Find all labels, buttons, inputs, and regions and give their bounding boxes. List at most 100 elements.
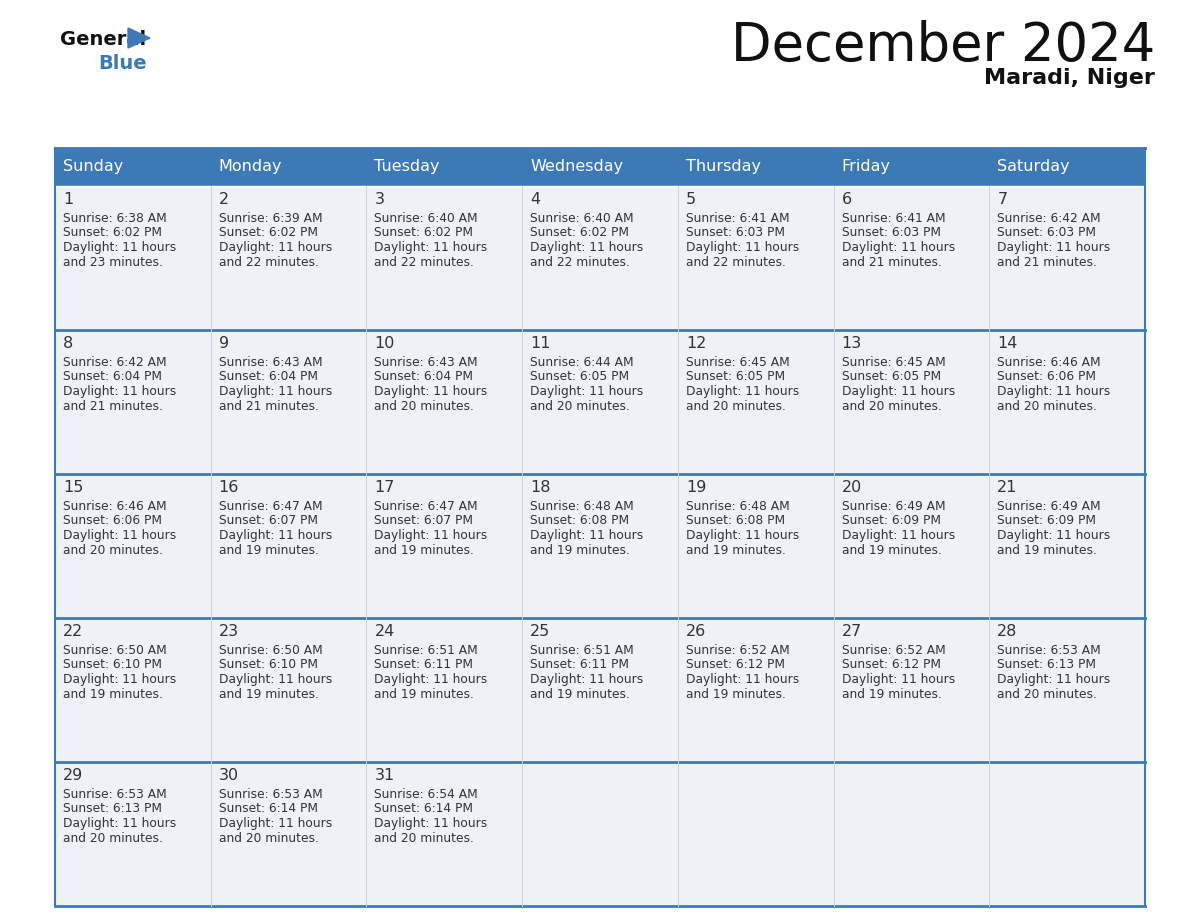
Text: Blue: Blue [97,54,146,73]
Text: Wednesday: Wednesday [530,160,624,174]
Text: and 19 minutes.: and 19 minutes. [997,543,1098,556]
Text: Sunrise: 6:52 AM: Sunrise: 6:52 AM [685,644,790,657]
Bar [55,762,210,906]
Text: and 19 minutes.: and 19 minutes. [530,688,630,700]
Text: 19: 19 [685,480,706,495]
Text: Sunrise: 6:38 AM: Sunrise: 6:38 AM [63,212,166,225]
Text: Daylight: 11 hours: Daylight: 11 hours [63,529,176,542]
Bar [55,148,1145,186]
Text: 31: 31 [374,768,394,783]
Text: Sunset: 6:02 PM: Sunset: 6:02 PM [219,227,317,240]
Text: 18: 18 [530,480,551,495]
Text: Thursday: Thursday [685,160,760,174]
Text: Daylight: 11 hours: Daylight: 11 hours [374,817,488,830]
Text: 17: 17 [374,480,394,495]
Text: Sunrise: 6:46 AM: Sunrise: 6:46 AM [997,356,1101,369]
Text: Sunset: 6:05 PM: Sunset: 6:05 PM [841,371,941,384]
Bar [55,474,210,618]
Text: and 20 minutes.: and 20 minutes. [63,832,163,845]
Bar [834,186,990,330]
Text: Sunset: 6:08 PM: Sunset: 6:08 PM [685,514,785,528]
Text: 8: 8 [63,336,74,351]
Text: Daylight: 11 hours: Daylight: 11 hours [841,529,955,542]
Text: Sunset: 6:09 PM: Sunset: 6:09 PM [997,514,1097,528]
Text: Sunrise: 6:49 AM: Sunrise: 6:49 AM [997,500,1101,513]
Text: and 21 minutes.: and 21 minutes. [219,399,318,412]
Text: and 19 minutes.: and 19 minutes. [530,543,630,556]
Text: and 22 minutes.: and 22 minutes. [530,255,630,268]
Bar [990,330,1145,474]
Text: 1: 1 [63,192,74,207]
Text: Daylight: 11 hours: Daylight: 11 hours [530,241,644,254]
Text: Tuesday: Tuesday [374,160,440,174]
Bar [834,474,990,618]
Text: Sunset: 6:10 PM: Sunset: 6:10 PM [63,658,162,671]
Text: Daylight: 11 hours: Daylight: 11 hours [374,673,488,686]
Text: Daylight: 11 hours: Daylight: 11 hours [530,673,644,686]
Text: and 20 minutes.: and 20 minutes. [374,399,474,412]
Text: Sunset: 6:03 PM: Sunset: 6:03 PM [997,227,1097,240]
Text: Sunrise: 6:40 AM: Sunrise: 6:40 AM [530,212,633,225]
Text: Maradi, Niger: Maradi, Niger [984,68,1155,88]
Text: 29: 29 [63,768,83,783]
Text: and 20 minutes.: and 20 minutes. [374,832,474,845]
Bar [834,762,990,906]
Bar [990,618,1145,762]
Text: and 22 minutes.: and 22 minutes. [685,255,785,268]
Bar [55,618,210,762]
Text: Sunset: 6:05 PM: Sunset: 6:05 PM [530,371,630,384]
Bar [678,186,834,330]
Text: 9: 9 [219,336,229,351]
Text: Sunrise: 6:53 AM: Sunrise: 6:53 AM [63,788,166,801]
Text: and 19 minutes.: and 19 minutes. [219,543,318,556]
Bar [366,474,523,618]
Text: Sunset: 6:05 PM: Sunset: 6:05 PM [685,371,785,384]
Text: 12: 12 [685,336,706,351]
Bar [55,330,210,474]
Text: Sunrise: 6:48 AM: Sunrise: 6:48 AM [685,500,790,513]
Text: 28: 28 [997,624,1018,639]
Text: Sunset: 6:04 PM: Sunset: 6:04 PM [374,371,474,384]
Text: 23: 23 [219,624,239,639]
Text: 10: 10 [374,336,394,351]
Bar [678,762,834,906]
Text: Daylight: 11 hours: Daylight: 11 hours [374,385,488,398]
Text: Daylight: 11 hours: Daylight: 11 hours [63,241,176,254]
Bar [523,330,678,474]
Text: and 19 minutes.: and 19 minutes. [685,688,785,700]
Text: and 19 minutes.: and 19 minutes. [219,688,318,700]
Text: Daylight: 11 hours: Daylight: 11 hours [63,673,176,686]
Text: 13: 13 [841,336,861,351]
Text: Daylight: 11 hours: Daylight: 11 hours [374,529,488,542]
Text: Sunset: 6:03 PM: Sunset: 6:03 PM [685,227,785,240]
Text: 26: 26 [685,624,706,639]
Text: Sunset: 6:02 PM: Sunset: 6:02 PM [530,227,630,240]
Text: Sunrise: 6:42 AM: Sunrise: 6:42 AM [997,212,1101,225]
Text: Sunrise: 6:44 AM: Sunrise: 6:44 AM [530,356,633,369]
Text: Sunday: Sunday [63,160,124,174]
Text: Monday: Monday [219,160,283,174]
Text: Daylight: 11 hours: Daylight: 11 hours [219,673,331,686]
Bar [678,330,834,474]
Text: and 19 minutes.: and 19 minutes. [374,688,474,700]
Text: and 23 minutes.: and 23 minutes. [63,255,163,268]
Text: Daylight: 11 hours: Daylight: 11 hours [219,385,331,398]
Bar [834,330,990,474]
Bar [366,186,523,330]
Text: Sunset: 6:13 PM: Sunset: 6:13 PM [997,658,1097,671]
Bar [523,186,678,330]
Text: and 20 minutes.: and 20 minutes. [530,399,630,412]
Text: and 21 minutes.: and 21 minutes. [997,255,1098,268]
Text: Daylight: 11 hours: Daylight: 11 hours [63,385,176,398]
Text: Daylight: 11 hours: Daylight: 11 hours [685,673,800,686]
Text: 22: 22 [63,624,83,639]
Text: and 20 minutes.: and 20 minutes. [841,399,941,412]
Text: Sunrise: 6:41 AM: Sunrise: 6:41 AM [841,212,946,225]
Text: Daylight: 11 hours: Daylight: 11 hours [63,817,176,830]
Text: Daylight: 11 hours: Daylight: 11 hours [685,241,800,254]
Text: Sunset: 6:10 PM: Sunset: 6:10 PM [219,658,317,671]
Text: 30: 30 [219,768,239,783]
Text: Sunrise: 6:47 AM: Sunrise: 6:47 AM [219,500,322,513]
Text: Sunrise: 6:49 AM: Sunrise: 6:49 AM [841,500,946,513]
Text: and 20 minutes.: and 20 minutes. [997,688,1098,700]
